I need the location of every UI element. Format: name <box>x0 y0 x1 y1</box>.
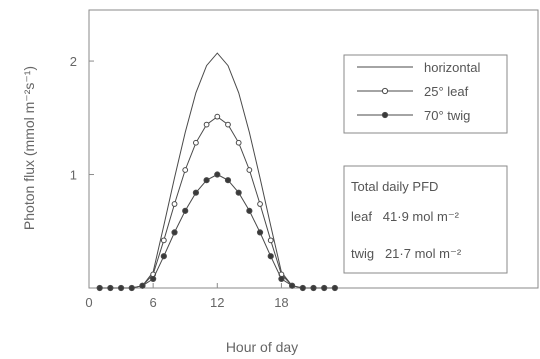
y-axis-title: Photon flux (mmol m⁻²s⁻¹) <box>21 66 37 230</box>
legend-item: horizontal <box>357 60 480 75</box>
series-line <box>99 52 335 289</box>
data-point <box>192 189 200 196</box>
data-point <box>256 229 264 236</box>
data-point <box>331 284 338 292</box>
legend-marker <box>381 111 389 119</box>
summary-leaf-value: leaf 41·9 mol m⁻² <box>351 209 460 224</box>
data-point <box>321 284 328 292</box>
x-tick-label: 0 <box>85 295 92 310</box>
legend-label: horizontal <box>424 60 480 75</box>
legend-label: 25° leaf <box>424 84 469 99</box>
series-layer <box>96 52 338 292</box>
legend-frame <box>343 54 508 134</box>
data-point <box>203 121 210 128</box>
legend-label: 70° twig <box>424 108 470 123</box>
x-axis-title: Hour of day <box>226 339 298 355</box>
data-point <box>246 167 253 173</box>
data-point <box>171 229 178 236</box>
series-2 <box>96 171 338 292</box>
data-point <box>267 237 274 244</box>
series-line <box>99 173 335 289</box>
data-point <box>128 284 135 292</box>
data-point <box>267 253 274 260</box>
data-point <box>299 284 306 292</box>
series-1 <box>139 113 296 289</box>
summary-box-title: Total daily PFD <box>351 179 438 194</box>
plot-frame <box>88 9 539 289</box>
summary-box: Total daily PFD leaf 41·9 mol m⁻² twig 2… <box>343 165 508 274</box>
data-point <box>225 121 231 128</box>
data-point <box>117 284 125 292</box>
data-point <box>182 167 189 173</box>
legend: horizontal 25° leaf 70° twig <box>343 54 508 134</box>
data-point <box>171 201 178 207</box>
data-point <box>214 113 221 120</box>
data-point <box>310 284 317 292</box>
data-point <box>160 237 167 244</box>
y-tick-label: 1 <box>70 168 77 183</box>
x-tick-label: 18 <box>274 295 288 310</box>
data-point <box>193 139 199 146</box>
legend-item: 25° leaf <box>357 84 469 99</box>
data-point <box>235 139 242 146</box>
x-tick-label: 6 <box>150 295 157 310</box>
data-point <box>214 171 221 178</box>
legend-item: 70° twig <box>357 108 470 123</box>
data-point <box>224 177 232 184</box>
summary-twig-value: twig 21·7 mol m⁻² <box>351 246 462 261</box>
data-point <box>182 207 189 214</box>
data-point <box>278 275 285 283</box>
data-point <box>235 189 242 196</box>
data-point <box>289 282 296 289</box>
summary-box-frame <box>343 165 508 274</box>
data-point <box>107 284 114 292</box>
data-point <box>246 207 253 214</box>
series-0 <box>99 52 335 289</box>
data-point <box>96 284 103 292</box>
data-point <box>203 177 210 184</box>
y-tick-label: 2 <box>70 54 77 69</box>
data-point <box>160 253 167 260</box>
legend-marker <box>381 87 389 95</box>
data-point <box>139 282 146 289</box>
x-tick-label: 12 <box>210 295 224 310</box>
data-point <box>257 201 263 207</box>
series-line <box>142 116 293 287</box>
data-point <box>150 275 157 283</box>
